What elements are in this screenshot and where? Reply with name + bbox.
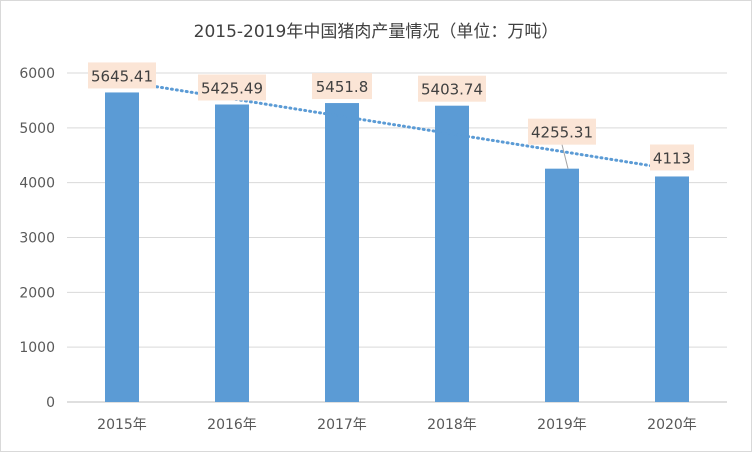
x-tick-label: 2015年	[97, 417, 147, 433]
data-label: 4255.31	[531, 124, 593, 142]
bar	[655, 176, 689, 402]
leader-line	[561, 144, 569, 169]
data-label-box	[418, 75, 486, 102]
x-tick-label: 2018年	[427, 417, 477, 433]
data-label: 5645.41	[91, 67, 153, 85]
trendline	[120, 79, 674, 171]
x-tick-label: 2019年	[537, 417, 587, 433]
y-tick-label: 3000	[19, 231, 55, 247]
x-tick-label: 2020年	[647, 417, 697, 433]
y-tick-label: 4000	[19, 176, 55, 192]
y-tick-label: 2000	[19, 285, 55, 301]
bar	[325, 103, 359, 402]
x-tick-label: 2017年	[317, 417, 367, 433]
chart-title: 2015-2019年中国猪肉产量情况（单位：万吨）	[193, 22, 559, 42]
data-label-box	[88, 62, 156, 89]
data-label-box	[198, 74, 266, 101]
bar	[545, 168, 579, 402]
data-label: 5451.8	[316, 78, 369, 96]
x-tick-label: 2016年	[207, 417, 257, 433]
bar	[435, 105, 469, 403]
data-label-box	[528, 118, 596, 145]
data-label: 5403.74	[421, 81, 483, 99]
y-tick-label: 1000	[19, 340, 55, 356]
data-label: 4113	[653, 149, 691, 167]
y-tick-label: 0	[46, 395, 55, 411]
y-tick-label: 5000	[19, 121, 55, 137]
bar	[215, 104, 249, 403]
y-tick-label: 6000	[19, 66, 55, 82]
data-label-box	[312, 73, 372, 100]
data-label: 5425.49	[201, 80, 263, 98]
bar	[105, 92, 139, 402]
data-label-box	[650, 144, 694, 171]
